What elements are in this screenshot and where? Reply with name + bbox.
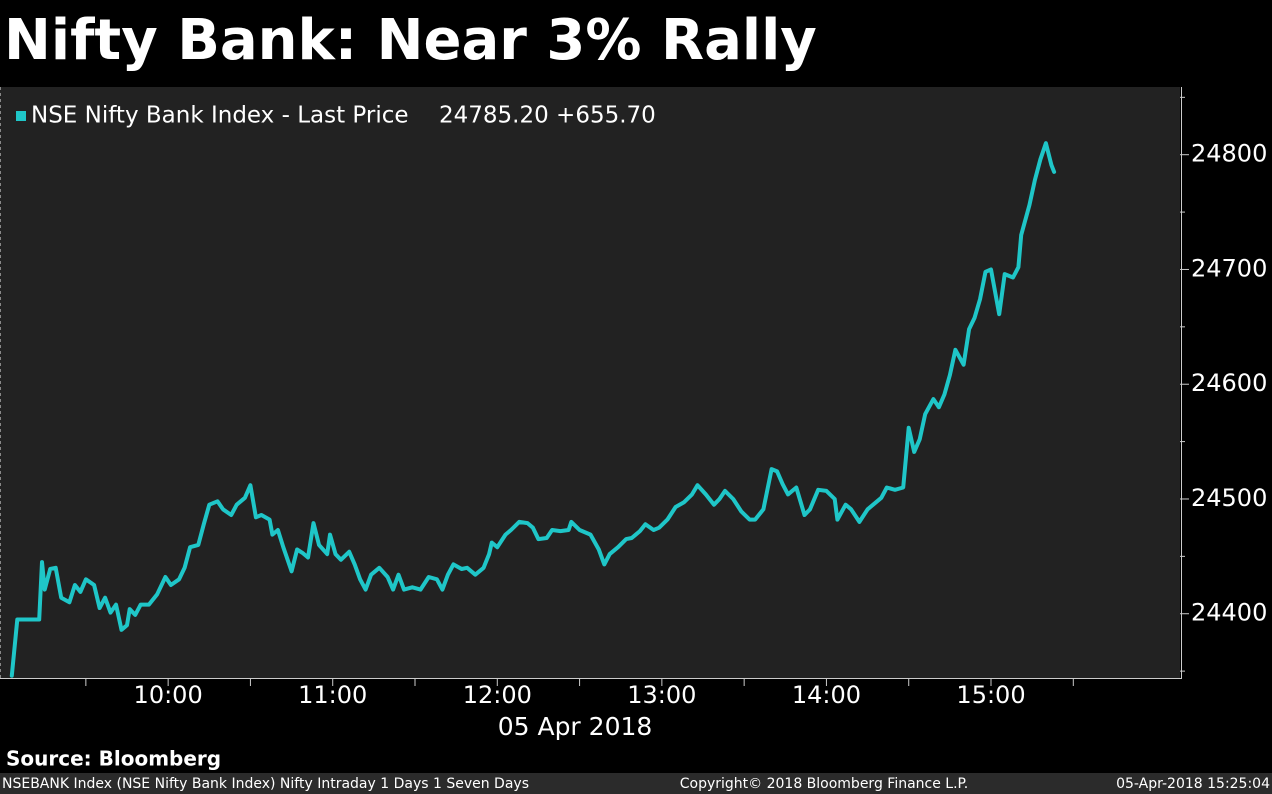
plot-area <box>0 87 1180 678</box>
chart-title: Nifty Bank: Near 3% Rally <box>4 8 817 73</box>
x-tick-label: 12:00 <box>463 681 532 709</box>
source: Source: Bloomberg <box>6 747 221 771</box>
legend-swatch <box>16 111 26 121</box>
x-axis-label: 05 Apr 2018 <box>498 712 653 741</box>
x-tick-label: 13:00 <box>627 681 696 709</box>
x-tick-label: 14:00 <box>792 681 861 709</box>
y-tick-label: 24500 <box>1191 484 1267 512</box>
y-tick-label: 24800 <box>1191 140 1267 168</box>
x-tick-label: 10:00 <box>134 681 203 709</box>
footer-bar <box>0 773 1272 794</box>
y-tick-label: 24600 <box>1191 369 1267 397</box>
footer-left: NSEBANK Index (NSE Nifty Bank Index) Nif… <box>2 776 529 792</box>
y-tick-label: 24700 <box>1191 254 1267 282</box>
legend-value: 24785.20 +655.70 <box>439 103 656 129</box>
y-tick-label: 24400 <box>1191 599 1267 627</box>
legend-label: NSE Nifty Bank Index - Last Price <box>31 103 409 129</box>
series-line <box>9 141 1057 678</box>
x-tick-label: 15:00 <box>956 681 1025 709</box>
footer-right: 05-Apr-2018 15:25:04 <box>1116 776 1270 792</box>
footer-center: Copyright© 2018 Bloomberg Finance L.P. <box>680 776 969 792</box>
x-tick-label: 11:00 <box>298 681 367 709</box>
